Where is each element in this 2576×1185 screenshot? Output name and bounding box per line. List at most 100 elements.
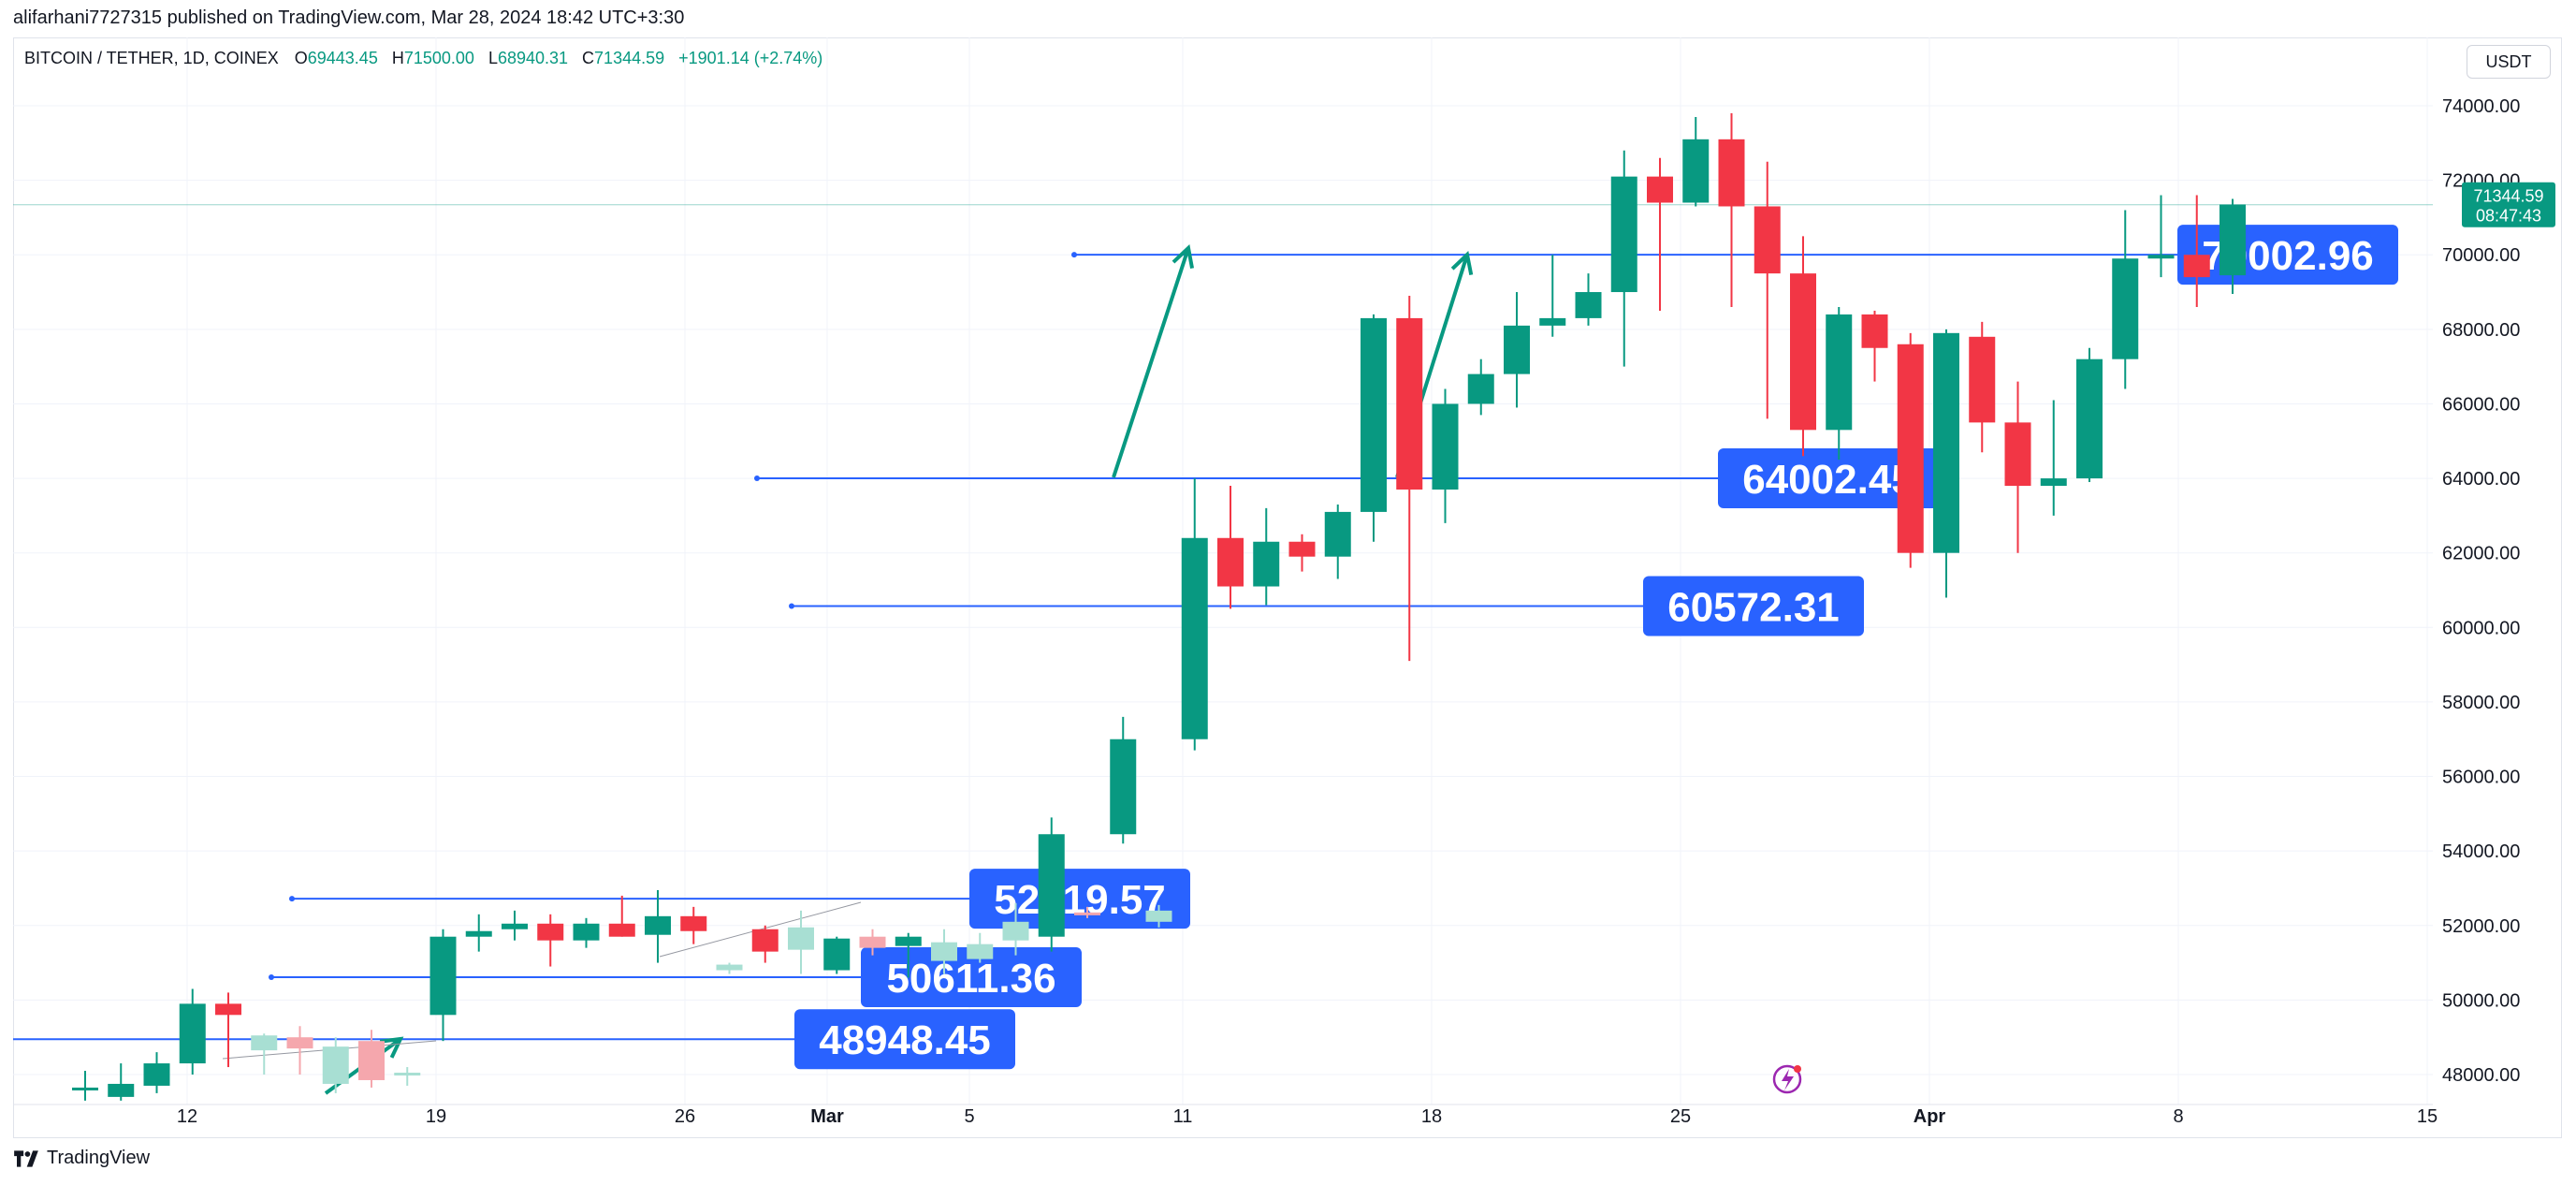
candle-body[interactable] bbox=[1790, 273, 1816, 431]
candle-body[interactable] bbox=[72, 1087, 98, 1090]
level-anchor-point[interactable] bbox=[269, 974, 274, 981]
candle-body[interactable] bbox=[1145, 910, 1172, 922]
candle-body[interactable] bbox=[895, 936, 922, 946]
candle-body[interactable] bbox=[429, 936, 457, 1016]
candle-body[interactable] bbox=[358, 1041, 385, 1080]
candle-body[interactable] bbox=[1217, 537, 1244, 587]
trend-arrow[interactable] bbox=[1112, 247, 1190, 478]
y-tick-label: 68000.00 bbox=[2442, 320, 2520, 341]
level-tag[interactable] bbox=[969, 869, 1190, 929]
high-label: H bbox=[391, 49, 404, 67]
candle-body[interactable] bbox=[394, 1073, 421, 1076]
x-tick-label: 5 bbox=[964, 1106, 974, 1127]
chart-pane[interactable] bbox=[13, 37, 2562, 1138]
candle-body[interactable] bbox=[1754, 206, 1781, 274]
candle-body[interactable] bbox=[1933, 332, 1959, 553]
candle-body[interactable] bbox=[573, 923, 600, 941]
candle-body[interactable] bbox=[465, 930, 492, 937]
last-price-tag bbox=[2462, 182, 2555, 227]
footer-brand-label: TradingView bbox=[47, 1148, 151, 1168]
candle-body[interactable] bbox=[680, 915, 707, 931]
footer-brand[interactable]: TradingView bbox=[13, 1148, 150, 1169]
candle-body[interactable] bbox=[1897, 344, 1924, 553]
trend-arrow-head[interactable] bbox=[1172, 244, 1194, 269]
candle-body[interactable] bbox=[608, 923, 635, 937]
lightning-icon[interactable] bbox=[1772, 1064, 1802, 1094]
candle-body[interactable] bbox=[645, 915, 671, 935]
open-label: O bbox=[294, 49, 308, 67]
trend-arrow-head[interactable] bbox=[1450, 251, 1474, 275]
level-anchor-point[interactable] bbox=[1071, 252, 1077, 258]
y-tick-label: 54000.00 bbox=[2442, 841, 2520, 862]
candle-body[interactable] bbox=[1324, 511, 1351, 557]
candle-body[interactable] bbox=[108, 1083, 135, 1097]
candle-body[interactable] bbox=[1288, 541, 1316, 557]
candle-body[interactable] bbox=[1074, 912, 1100, 915]
candle-body[interactable] bbox=[1110, 739, 1137, 835]
candle-body[interactable] bbox=[215, 1003, 241, 1016]
level-tag[interactable] bbox=[794, 1009, 1015, 1070]
high-value: 71500.00 bbox=[403, 49, 474, 67]
candle-body[interactable] bbox=[2147, 255, 2175, 259]
candle-body[interactable] bbox=[1610, 176, 1637, 293]
currency-button[interactable]: USDT bbox=[2467, 45, 2551, 79]
candle-body[interactable] bbox=[2004, 422, 2031, 487]
candle-body[interactable] bbox=[1181, 537, 1208, 739]
x-tick-label: 25 bbox=[1670, 1106, 1691, 1127]
candle-body[interactable] bbox=[1253, 541, 1280, 587]
candle-body[interactable] bbox=[537, 923, 564, 941]
candle-body[interactable] bbox=[1647, 176, 1673, 203]
y-tick-label: 70000.00 bbox=[2442, 245, 2520, 266]
symbol-title[interactable]: BITCOIN / TETHER, 1D, COINEX bbox=[24, 49, 279, 67]
candle-body[interactable] bbox=[322, 1046, 349, 1084]
candle-body[interactable] bbox=[1361, 317, 1387, 512]
close-value: 71344.59 bbox=[594, 49, 665, 67]
y-tick-label: 56000.00 bbox=[2442, 768, 2520, 788]
level-tag[interactable] bbox=[1643, 576, 1864, 636]
candle-body[interactable] bbox=[2183, 255, 2210, 278]
candle-body[interactable] bbox=[2040, 478, 2067, 487]
candle-body[interactable] bbox=[931, 942, 957, 961]
candle-body[interactable] bbox=[967, 944, 994, 959]
candle-body[interactable] bbox=[286, 1037, 313, 1049]
candle-body[interactable] bbox=[1432, 403, 1459, 490]
candle-body[interactable] bbox=[502, 923, 528, 929]
candle-body[interactable] bbox=[143, 1063, 170, 1086]
y-tick-label: 66000.00 bbox=[2442, 394, 2520, 415]
candle-body[interactable] bbox=[788, 927, 814, 950]
candle-body[interactable] bbox=[716, 964, 743, 971]
level-tag[interactable] bbox=[861, 947, 1082, 1008]
candle-body[interactable] bbox=[1539, 317, 1566, 326]
level-anchor-point[interactable] bbox=[289, 896, 295, 902]
x-tick-label: 15 bbox=[2417, 1106, 2438, 1127]
candle-body[interactable] bbox=[1002, 921, 1029, 941]
candle-body[interactable] bbox=[2219, 204, 2246, 276]
lightning-icon-bolt bbox=[1782, 1069, 1794, 1090]
candle-body[interactable] bbox=[251, 1035, 278, 1051]
candle-body[interactable] bbox=[859, 936, 886, 948]
level-tag[interactable] bbox=[1718, 447, 1939, 508]
candle-body[interactable] bbox=[1861, 314, 1888, 348]
low-label: L bbox=[488, 49, 498, 67]
level-anchor-point[interactable] bbox=[789, 603, 794, 609]
candle-body[interactable] bbox=[2076, 358, 2103, 479]
x-tick-label: 11 bbox=[1173, 1106, 1193, 1127]
candle-body[interactable] bbox=[1969, 336, 1996, 423]
candle-body[interactable] bbox=[1718, 139, 1745, 207]
candle-body[interactable] bbox=[1575, 292, 1602, 318]
candle-body[interactable] bbox=[2112, 258, 2139, 359]
candle-body[interactable] bbox=[179, 1003, 206, 1064]
candle-body[interactable] bbox=[823, 938, 851, 971]
candle-body[interactable] bbox=[1467, 373, 1494, 404]
countdown-value: 08:47:43 bbox=[2476, 207, 2541, 226]
trend-arrow-head[interactable] bbox=[379, 1036, 404, 1059]
candle-body[interactable] bbox=[1396, 317, 1423, 490]
candle-body[interactable] bbox=[1826, 314, 1853, 431]
candle-body[interactable] bbox=[751, 929, 779, 952]
candle-body[interactable] bbox=[1504, 325, 1530, 374]
level-anchor-point[interactable] bbox=[754, 475, 760, 481]
x-tick-label: 26 bbox=[675, 1106, 695, 1127]
candle-body[interactable] bbox=[1682, 139, 1710, 203]
candle-body[interactable] bbox=[1038, 834, 1065, 937]
